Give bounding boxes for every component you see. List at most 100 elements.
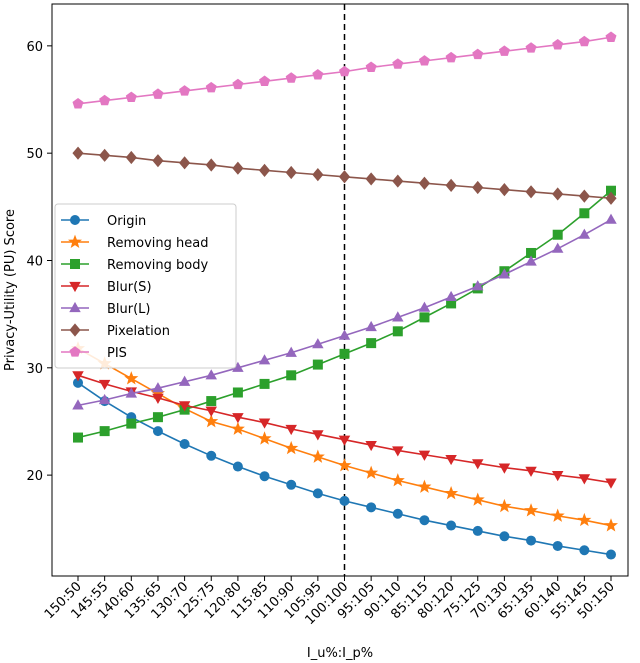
data-point-removing-body (73, 432, 84, 443)
legend-box (54, 203, 237, 369)
data-point-removing-head (364, 465, 379, 479)
data-point-origin (606, 549, 617, 560)
data-point-origin (152, 426, 163, 437)
data-point-blur-s (285, 424, 297, 436)
legend-entry-blur-l: Blur(L) (61, 301, 151, 317)
y-tick-label: 50 (26, 147, 43, 162)
data-point-removing-body (126, 418, 137, 429)
data-point-removing-head (550, 508, 565, 522)
data-point-origin (392, 508, 403, 519)
data-point-removing-body (552, 229, 563, 240)
data-point-pixelation (338, 170, 351, 184)
data-point-blur-l (178, 375, 191, 386)
data-point-pis (498, 45, 510, 56)
data-point-blur-l (551, 242, 564, 253)
data-point-pixelation (365, 172, 377, 186)
plot-area (71, 4, 618, 576)
data-point-blur-s (338, 435, 351, 446)
data-point-removing-body (312, 359, 323, 370)
legend-swatch-marker (69, 281, 81, 293)
legend-entry-removing-body: Removing body (61, 258, 208, 273)
data-point-pixelation (418, 176, 431, 190)
data-point-removing-head (390, 473, 405, 487)
data-point-removing-body (366, 338, 377, 349)
legend: Origin Removing head Removing body Blur(S) B… (54, 203, 237, 369)
x-axis-label: I_u%:I_p% (307, 646, 373, 661)
data-point-blur-l (285, 346, 297, 357)
data-point-blur-l (258, 354, 271, 365)
data-point-origin (366, 502, 377, 513)
data-point-removing-head (417, 479, 432, 493)
data-point-blur-l (152, 382, 164, 393)
data-point-blur-l (365, 320, 377, 332)
data-point-removing-head (524, 503, 539, 517)
data-point-pixelation (99, 148, 111, 162)
data-point-pis (72, 98, 84, 109)
plot-frame (51, 3, 629, 577)
data-point-removing-head (284, 440, 299, 455)
data-point-removing-head (124, 371, 139, 385)
data-point-blur-s (72, 371, 84, 382)
data-point-removing-body (286, 370, 297, 381)
legend-label: Removing head (107, 236, 208, 251)
data-point-blur-l (578, 228, 591, 239)
data-point-pis (99, 94, 111, 106)
data-point-removing-body (152, 412, 163, 423)
data-point-origin (446, 520, 457, 531)
data-point-blur-s (152, 393, 164, 404)
data-point-origin (339, 495, 350, 506)
data-point-removing-head (204, 414, 219, 428)
data-point-removing-body (259, 378, 270, 389)
data-point-pis (578, 35, 590, 47)
data-point-origin (312, 488, 323, 499)
y-axis-label: Privacy-Utility (PU) Score (3, 209, 18, 371)
data-point-pixelation (445, 178, 457, 192)
data-point-pis (552, 38, 564, 50)
data-point-blur-s (312, 430, 324, 441)
data-point-pis (232, 78, 244, 90)
y-tick-label: 30 (26, 362, 43, 377)
data-point-pis (365, 61, 377, 72)
data-point-pixelation (312, 168, 324, 182)
data-point-removing-head (604, 518, 618, 532)
data-point-pis (525, 42, 537, 53)
legend-swatch-marker (69, 346, 81, 357)
data-point-blur-s (445, 454, 457, 466)
data-point-origin (286, 479, 297, 490)
data-point-pis (605, 31, 617, 42)
data-point-pis (152, 88, 164, 99)
data-point-pixelation (72, 146, 84, 160)
data-point-blur-s (472, 459, 484, 470)
data-point-removing-head (470, 492, 485, 506)
data-point-pixelation (498, 183, 510, 197)
y-tick-label: 40 (26, 254, 43, 269)
data-point-pis (445, 51, 457, 63)
data-point-pis (472, 48, 484, 60)
data-point-origin (179, 438, 190, 449)
data-point-pis (179, 85, 191, 96)
data-point-pis (125, 91, 137, 103)
legend-swatch-marker (70, 214, 81, 225)
legend-label: Origin (107, 214, 146, 229)
data-point-blur-s (98, 379, 111, 391)
data-point-pixelation (205, 158, 217, 172)
data-point-blur-s (605, 478, 617, 489)
data-point-pixelation (552, 187, 564, 201)
data-point-origin (259, 471, 270, 482)
data-point-blur-l (472, 280, 484, 291)
legend-label: Blur(L) (107, 302, 151, 317)
data-point-blur-l (392, 311, 404, 322)
data-point-pixelation (605, 191, 617, 205)
data-point-blur-l (498, 268, 511, 279)
data-point-blur-l (525, 255, 537, 266)
legend-label: Blur(S) (107, 280, 152, 295)
data-point-origin (419, 515, 430, 526)
data-point-origin (472, 525, 483, 536)
data-point-removing-body (579, 208, 590, 219)
data-point-blur-l (125, 387, 138, 398)
legend-entry-pis: PIS (61, 346, 127, 361)
data-point-removing-head (577, 512, 592, 527)
data-point-removing-body (206, 396, 217, 407)
data-point-removing-body (392, 326, 403, 337)
